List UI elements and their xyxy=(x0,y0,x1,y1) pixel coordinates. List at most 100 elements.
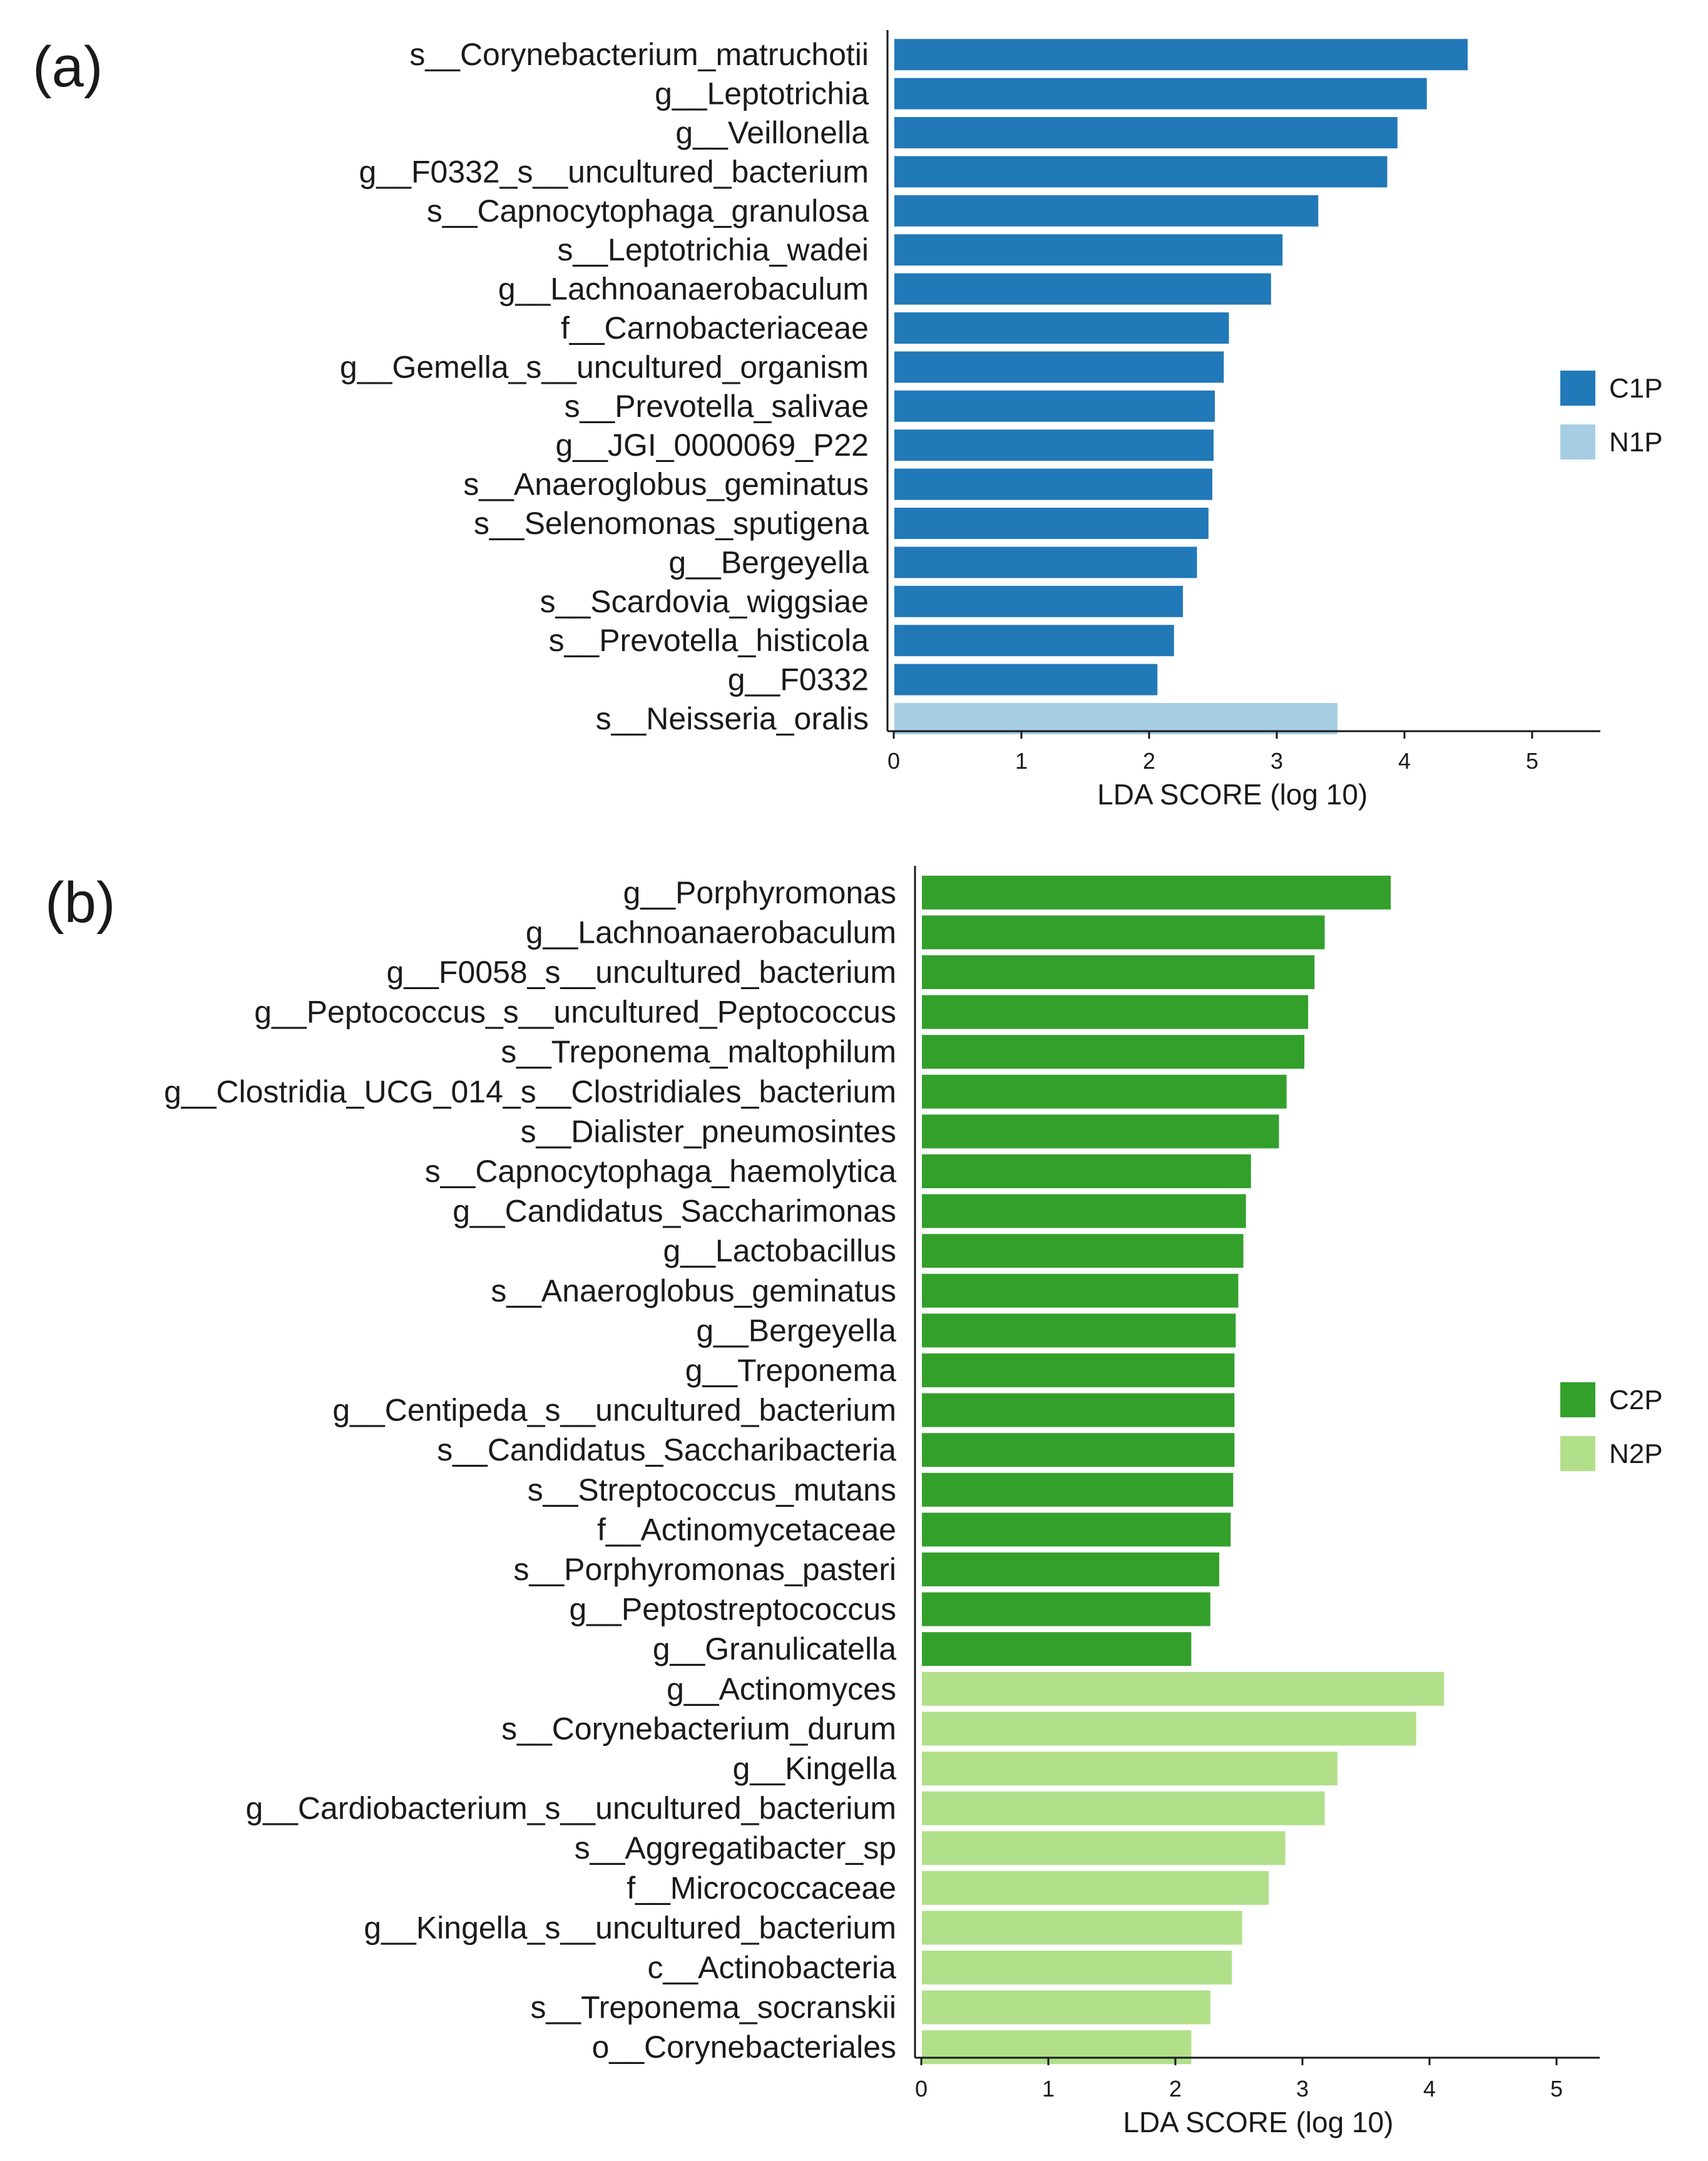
bar xyxy=(921,1989,1212,2026)
category-label: s__Prevotella_salivae xyxy=(565,389,869,424)
category-label: s__Leptotrichia_wadei xyxy=(557,232,869,267)
bar xyxy=(921,1790,1326,1827)
category-label: g__Kingella xyxy=(733,1751,897,1786)
legend-swatch xyxy=(1560,371,1595,406)
bar xyxy=(893,350,1225,384)
x-tick-label: 0 xyxy=(915,2076,928,2102)
category-label: s__Prevotella_histicola xyxy=(549,623,869,658)
category-label: g__Centipeda_s__uncultured_bacterium xyxy=(332,1393,896,1428)
category-label: s__Scardovia_wiggsiae xyxy=(540,584,869,619)
category-label: s__Anaeroglobus_geminatus xyxy=(463,467,869,502)
category-label: s__Aggregatibacter_sp xyxy=(575,1830,896,1866)
category-label: g__Cardiobacterium_s__uncultured_bacteri… xyxy=(245,1791,896,1826)
bar xyxy=(921,1432,1236,1469)
bar xyxy=(893,662,1159,697)
bar xyxy=(893,624,1175,658)
category-label: s__Treponema_socranskii xyxy=(530,1990,896,2025)
bar xyxy=(921,1392,1236,1429)
bar xyxy=(921,1272,1240,1309)
category-label: s__Neisseria_oralis xyxy=(596,701,869,736)
bar xyxy=(921,1193,1247,1229)
category-label: g__Porphyromonas xyxy=(623,875,896,910)
bar xyxy=(921,1471,1235,1508)
category-label: f__Actinomycetaceae xyxy=(597,1512,896,1547)
bar xyxy=(893,506,1210,540)
bar xyxy=(921,1670,1446,1707)
bar xyxy=(893,545,1199,580)
category-label: s__Anaeroglobus_geminatus xyxy=(491,1273,896,1308)
bar xyxy=(921,1312,1237,1349)
bar xyxy=(921,1710,1418,1747)
bar xyxy=(893,467,1214,501)
category-label: g__Treponema xyxy=(685,1353,896,1388)
bar xyxy=(921,874,1393,911)
legend-label: C2P xyxy=(1609,1385,1663,1415)
bar xyxy=(921,1949,1234,1986)
category-label: g__Granulicatella xyxy=(653,1631,896,1666)
category-label: g__Kingella_s__uncultured_bacterium xyxy=(364,1910,896,1945)
category-label: g__Leptotrichia xyxy=(655,76,869,111)
bar xyxy=(893,38,1469,72)
category-label: s__Corynebacterium_matruchotii xyxy=(409,37,869,72)
bar xyxy=(921,1073,1288,1110)
category-label: s__Corynebacterium_durum xyxy=(501,1711,896,1746)
bar xyxy=(893,702,1339,736)
category-label: g__F0058_s__uncultured_bacterium xyxy=(387,955,896,990)
x-tick-label: 5 xyxy=(1526,748,1538,774)
x-axis-title: LDA SCORE (log 10) xyxy=(1097,778,1368,811)
bar xyxy=(921,1034,1306,1070)
bar xyxy=(893,272,1272,306)
category-label: f__Carnobacteriaceae xyxy=(561,311,869,346)
category-label: g__Actinomyces xyxy=(667,1671,896,1707)
bar xyxy=(893,428,1215,463)
x-tick-label: 1 xyxy=(1015,748,1028,774)
bar xyxy=(921,1511,1232,1548)
bar xyxy=(921,1830,1287,1867)
category-label: o__Corynebacteriales xyxy=(592,2030,896,2065)
category-label: g__Peptostreptococcus xyxy=(569,1592,896,1627)
x-tick-label: 4 xyxy=(1423,2076,1436,2102)
chart-panel-b: (b) g__Porphyromonas g__Lachnoanaerobaculu… xyxy=(45,866,1663,2138)
bar xyxy=(921,1869,1271,1906)
category-label: s__Capnocytophaga_haemolytica xyxy=(425,1154,896,1189)
category-label: g__Bergeyella xyxy=(668,545,869,580)
category-label: f__Micrococcaceae xyxy=(626,1871,896,1906)
category-label: s__Selenomonas_sputigena xyxy=(474,506,869,541)
legend-label: N2P xyxy=(1609,1439,1663,1469)
category-label: s__Candidatus_Saccharibacteria xyxy=(437,1432,896,1467)
category-label: g__Lachnoanaerobaculum xyxy=(498,272,869,307)
bar xyxy=(921,914,1326,951)
category-label: g__F0332_s__uncultured_bacterium xyxy=(359,154,869,189)
x-tick-label: 3 xyxy=(1271,748,1283,774)
bar xyxy=(921,1631,1193,1668)
legend-label: N1P xyxy=(1609,427,1663,458)
category-label: g__Clostridia_UCG_014_s__Clostridiales_b… xyxy=(164,1074,896,1109)
category-label: s__Treponema_maltophilum xyxy=(501,1034,896,1069)
bar xyxy=(893,193,1320,228)
legend-swatch xyxy=(1560,1436,1595,1471)
bar xyxy=(921,1153,1252,1189)
bar xyxy=(921,1750,1339,1787)
x-tick-label: 4 xyxy=(1398,748,1411,774)
bar xyxy=(921,1909,1244,1946)
panel-label: (a) xyxy=(33,35,103,99)
x-tick-label: 1 xyxy=(1042,2076,1055,2102)
bar xyxy=(921,954,1316,990)
panel-label: (b) xyxy=(45,871,115,935)
category-label: s__Dialister_pneumosintes xyxy=(521,1114,896,1149)
category-label: g__Candidatus_Saccharimonas xyxy=(453,1194,896,1229)
category-label: g__Bergeyella xyxy=(696,1313,896,1348)
category-label: s__Capnocytophaga_granulosa xyxy=(427,193,869,228)
legend-swatch xyxy=(1560,1382,1595,1417)
category-label: g__JGI_0000069_P22 xyxy=(556,428,869,463)
x-tick-label: 3 xyxy=(1296,2076,1309,2102)
bar xyxy=(893,233,1284,267)
category-label: s__Streptococcus_mutans xyxy=(528,1472,896,1507)
bar xyxy=(921,1233,1245,1270)
category-label: g__Veillonella xyxy=(675,115,869,150)
category-label: g__F0332 xyxy=(728,662,869,697)
bar xyxy=(921,2029,1193,2066)
x-tick-label: 0 xyxy=(887,748,900,774)
x-tick-label: 2 xyxy=(1143,748,1155,774)
